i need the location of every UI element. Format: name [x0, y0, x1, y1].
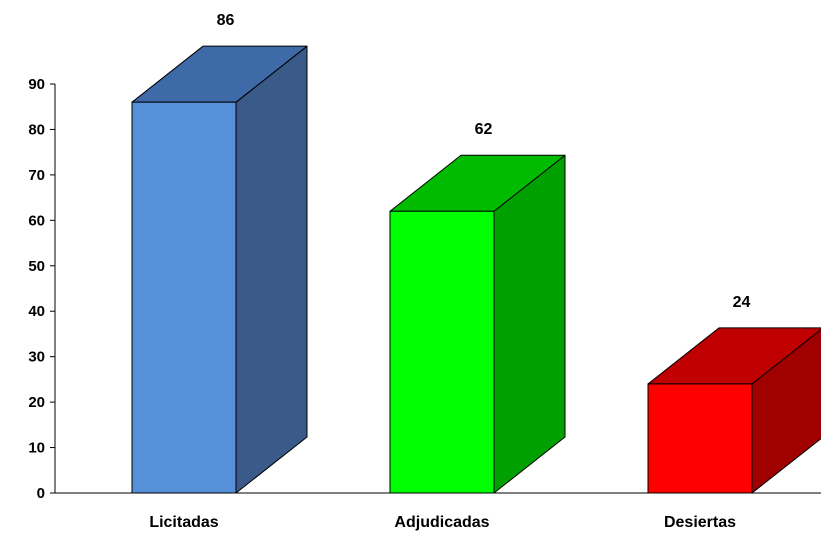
- bar-front-face: [131, 101, 237, 494]
- y-tick-label: 70: [28, 167, 45, 184]
- bar-side-face: [235, 45, 308, 494]
- data-labels: 86 62 24: [217, 12, 751, 311]
- y-ticks: 0 10 20 30 40 50 60 70 80 90: [28, 76, 55, 502]
- y-tick-label: 40: [28, 303, 45, 320]
- data-label: 86: [217, 12, 235, 29]
- bar-adjudicadas: [389, 154, 566, 494]
- y-tick-label: 10: [28, 440, 45, 457]
- y-tick-label: 80: [28, 121, 45, 138]
- x-category-label: Desiertas: [664, 514, 736, 531]
- data-label: 62: [475, 121, 493, 138]
- data-label: 24: [733, 294, 751, 311]
- bar-front-face: [389, 210, 495, 494]
- y-tick-label: 60: [28, 212, 45, 229]
- bar-front-face: [647, 383, 753, 494]
- chart-axes: 0 10 20 30 40 50 60 70 80 90: [28, 76, 821, 502]
- x-category-label: Adjudicadas: [394, 514, 489, 531]
- y-tick-label: 30: [28, 349, 45, 366]
- bar-side-face: [493, 154, 566, 494]
- y-tick-label: 50: [28, 258, 45, 275]
- bar-desiertas: [647, 327, 821, 494]
- y-tick-label: 20: [28, 394, 45, 411]
- bar-licitadas: [131, 45, 308, 494]
- category-labels: Licitadas Adjudicadas Desiertas: [149, 514, 736, 531]
- bars: [131, 45, 821, 494]
- y-tick-label: 0: [37, 485, 45, 502]
- x-category-label: Licitadas: [149, 514, 218, 531]
- y-tick-label: 90: [28, 76, 45, 93]
